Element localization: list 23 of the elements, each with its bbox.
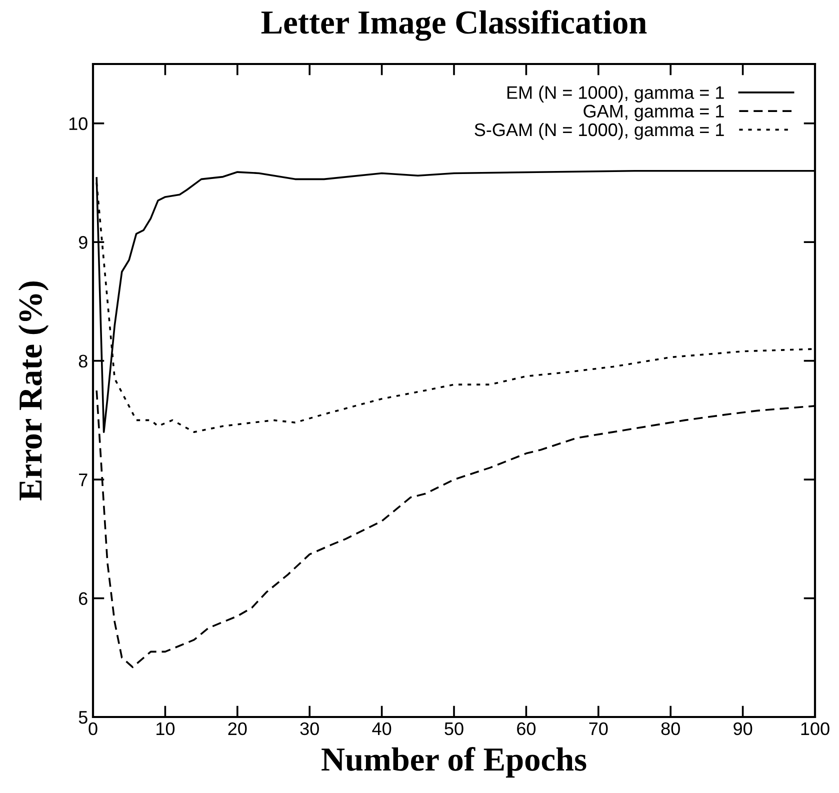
x-tick-label: 70 [589, 722, 608, 736]
y-tick-label: 6 [79, 592, 88, 605]
x-tick-label: 60 [517, 722, 536, 736]
x-tick-label: 90 [734, 722, 752, 736]
x-axis-title: Number of Epochs [322, 747, 586, 778]
x-tick-label: 80 [661, 722, 680, 736]
legend-label: S-GAM (N = 1000), gamma = 1 [474, 122, 724, 140]
y-axis-title: Error Rate (%) [18, 281, 49, 500]
legend-label: GAM, gamma = 1 [584, 104, 724, 122]
legend-label: EM (N = 1000), gamma = 1 [507, 86, 724, 102]
x-tick-label: 100 [801, 722, 830, 736]
x-tick-label: 40 [372, 722, 392, 736]
y-tick-label: 10 [69, 117, 88, 130]
x-tick-label: 50 [444, 722, 464, 736]
y-tick-label: 8 [78, 354, 88, 368]
x-tick-label: 0 [88, 722, 98, 736]
y-tick-label: 5 [78, 711, 88, 724]
x-tick-label: 20 [228, 722, 247, 736]
x-tick-label: 30 [300, 722, 319, 736]
y-tick-label: 9 [78, 236, 88, 249]
x-tick-label: 10 [156, 722, 175, 736]
chart-title: Letter Image Classification [261, 10, 647, 41]
y-tick-label: 7 [79, 474, 88, 486]
